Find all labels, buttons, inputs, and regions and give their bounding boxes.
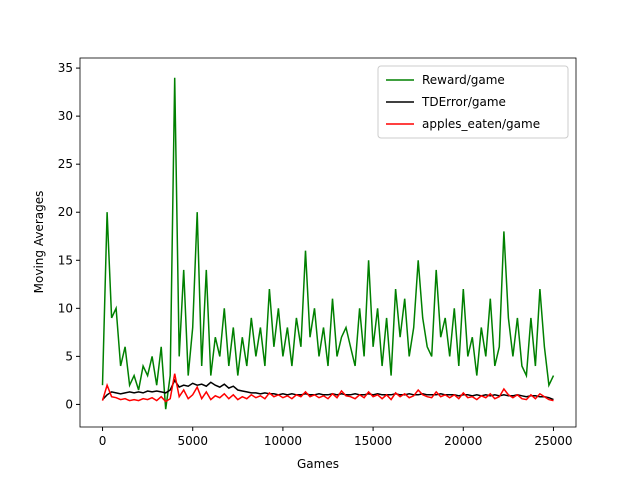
y-tick-label: 30 [58, 109, 73, 123]
x-tick-label: 25000 [534, 434, 572, 448]
y-tick-label: 15 [58, 253, 73, 267]
x-tick-label: 15000 [354, 434, 392, 448]
y-tick-label: 35 [58, 61, 73, 75]
y-tick-label: 25 [58, 157, 73, 171]
y-tick-label: 10 [58, 301, 73, 315]
y-tick-label: 0 [65, 397, 73, 411]
legend-label: apples_eaten/game [422, 117, 540, 131]
legend-label: TDError/game [421, 95, 506, 109]
plot-frame [79, 57, 577, 428]
x-tick-label: 20000 [444, 434, 482, 448]
x-axis-label: Games [297, 457, 339, 471]
x-tick-label: 10000 [264, 434, 302, 448]
series-line [101, 378, 554, 401]
x-tick-label: 0 [99, 434, 107, 448]
legend-box [377, 65, 569, 139]
series-line [101, 77, 555, 410]
y-tick-label: 5 [65, 349, 73, 363]
y-tick-label: 20 [58, 205, 73, 219]
x-tick-label: 5000 [177, 434, 208, 448]
legend-label: Reward/game [422, 73, 505, 87]
y-axis-label: Moving Averages [32, 191, 46, 294]
series-line [101, 373, 554, 403]
